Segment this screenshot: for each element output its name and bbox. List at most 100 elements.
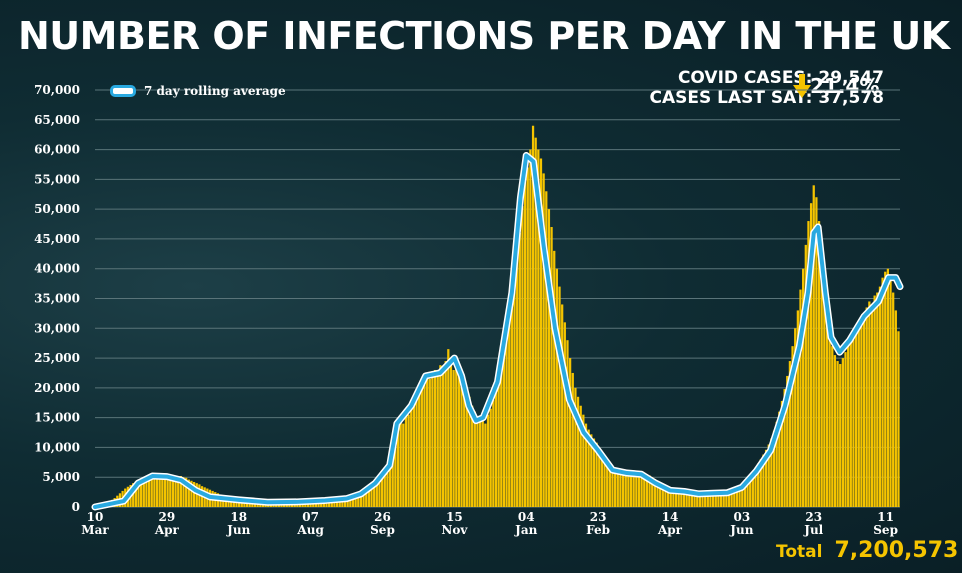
total-label: Total [776, 542, 823, 562]
bar [463, 387, 466, 507]
bar [704, 493, 707, 507]
bar [550, 227, 553, 507]
bar [335, 499, 339, 507]
bar [174, 477, 177, 507]
bar [897, 331, 900, 507]
bar [661, 484, 664, 507]
bar [539, 158, 543, 507]
bar [889, 277, 892, 507]
bar [500, 369, 503, 507]
x-tick-day: 11 [877, 510, 894, 524]
bar [484, 423, 487, 507]
bar [876, 292, 879, 507]
bar [132, 483, 135, 507]
bar [881, 277, 884, 507]
bar [568, 358, 572, 507]
bar [637, 474, 641, 507]
bar [820, 250, 823, 508]
bar [523, 182, 527, 508]
bar [145, 476, 148, 507]
bar [802, 268, 805, 507]
bar [571, 372, 574, 507]
bar [817, 221, 821, 508]
y-tick-label: 70,000 [34, 83, 80, 97]
bar [839, 364, 842, 507]
bar [367, 489, 370, 507]
bar [606, 459, 609, 507]
bar [343, 498, 347, 507]
bar [558, 286, 561, 507]
bar [656, 481, 659, 507]
bar [370, 486, 373, 507]
bar [481, 417, 484, 507]
bar [592, 438, 596, 507]
bar [772, 430, 776, 507]
x-tick-day: 18 [230, 510, 247, 524]
bar [354, 496, 357, 507]
bar [640, 473, 643, 507]
total-value: 7,200,573 [834, 538, 959, 563]
bar [725, 492, 728, 507]
bar [341, 499, 344, 507]
bar [547, 209, 551, 507]
bar [574, 387, 577, 507]
bar [825, 310, 829, 507]
cases-last-sat-text: CASES LAST SAT: 37,578 [649, 88, 884, 108]
bar [399, 414, 402, 507]
bar [171, 476, 175, 507]
y-tick-label: 0 [72, 500, 80, 514]
x-tick-day: 10 [87, 510, 104, 524]
bar [733, 489, 736, 507]
bar [190, 480, 193, 507]
bar [746, 477, 749, 507]
bar [741, 483, 744, 507]
down-arrow-icon [793, 74, 811, 98]
bar [142, 477, 145, 507]
bar [365, 490, 368, 507]
bar [757, 463, 760, 507]
stats-panel: COVID CASES: 29,547 CASES LAST SAT: 37,5… [650, 68, 884, 108]
rolling-average-series [91, 152, 904, 511]
bar [680, 490, 683, 507]
bar [627, 473, 630, 507]
bar [460, 381, 463, 507]
bar [402, 423, 405, 507]
x-tick-day: 03 [734, 510, 751, 524]
x-tick-month: Apr [154, 523, 180, 537]
bar [420, 381, 423, 507]
bar [659, 483, 662, 507]
y-axis: 0 5,000 10,000 15,000 20,000 25,000 30,000 35,0… [34, 83, 80, 514]
bar [892, 292, 895, 507]
bar [611, 465, 614, 507]
page-title: NUMBER OF INFECTIONS PER DAY IN THE UK [18, 14, 950, 58]
bar [796, 310, 799, 507]
bar [161, 474, 164, 507]
y-tick-label: 25,000 [34, 351, 80, 365]
bar [669, 489, 672, 507]
bar [844, 352, 847, 507]
bar [870, 304, 874, 507]
x-axis: 10Mar29Apr18Jun07Aug26Sep15Nov04Jan23Feb… [81, 510, 898, 537]
bar [423, 377, 426, 507]
x-tick-day: 07 [302, 510, 319, 524]
bar [396, 426, 400, 507]
bar [780, 400, 784, 507]
bar [410, 405, 413, 507]
y-tick-label: 50,000 [34, 202, 80, 216]
percent-change: 21.4% [810, 74, 880, 98]
bar [362, 492, 365, 507]
bar [651, 477, 654, 507]
bar [505, 334, 508, 507]
bar [884, 271, 887, 507]
bar [730, 490, 733, 507]
bar [714, 493, 717, 507]
bar [359, 494, 363, 507]
bar [722, 492, 725, 507]
x-tick-month: Sep [873, 523, 898, 537]
x-tick-month: Jun [226, 523, 250, 537]
bar [373, 483, 376, 507]
bar [807, 221, 810, 508]
bar [614, 468, 617, 507]
bar [478, 420, 482, 507]
bar [529, 149, 532, 508]
